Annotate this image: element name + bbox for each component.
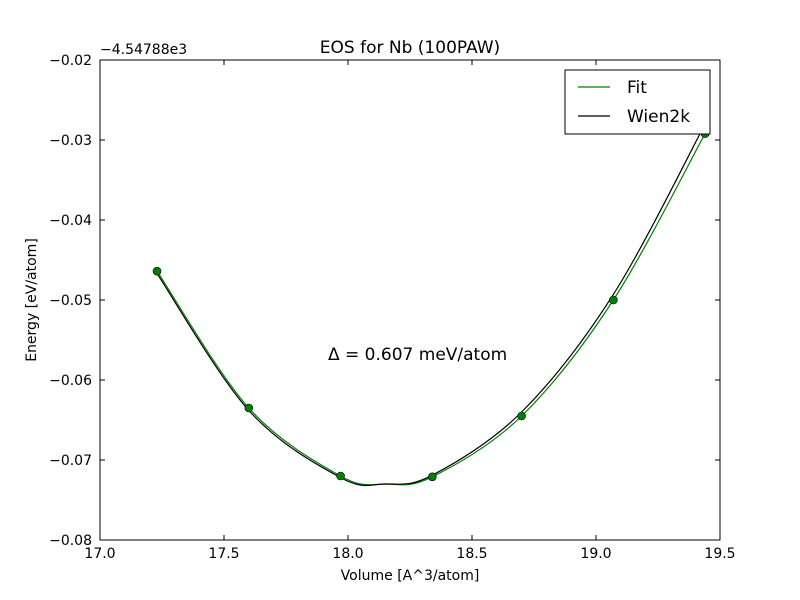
x-tick-label: 17.0: [84, 546, 115, 562]
data-point: [336, 471, 345, 481]
data-point: [244, 403, 254, 413]
data-point: [609, 295, 618, 305]
data-point: [152, 266, 162, 276]
x-tick-label: 18.5: [456, 546, 487, 562]
x-ticks: 17.0 17.5 18.0 18.5 19.0 19.5: [84, 60, 736, 562]
legend-fit-label: Fit: [627, 78, 647, 98]
data-point: [428, 472, 437, 482]
y-ticks: −0.08 −0.07 −0.06 −0.05 −0.04 −0.03 −0.02: [49, 53, 720, 549]
y-tick-label: −0.03: [49, 133, 92, 149]
y-tick-label: −0.04: [49, 213, 92, 229]
y-tick-label: −0.08: [49, 533, 92, 549]
y-tick-label: −0.07: [49, 453, 92, 469]
legend-wien2k-label: Wien2k: [627, 107, 690, 127]
y-tick-label: −0.02: [49, 53, 92, 69]
x-tick-label: 18.0: [332, 546, 363, 562]
data-point: [517, 411, 526, 421]
x-tick-label: 19.0: [580, 546, 611, 562]
x-tick-label: 17.5: [208, 546, 239, 562]
y-tick-label: −0.05: [49, 293, 92, 309]
legend-box: [564, 69, 711, 135]
legend: Fit Wien2k: [564, 69, 711, 135]
y-offset-label: −4.54788e3: [100, 42, 187, 58]
delta-annotation: Δ = 0.607 meV/atom: [328, 345, 507, 365]
y-axis-label: Energy [eV/atom]: [24, 238, 40, 362]
x-tick-label: 19.5: [704, 546, 735, 562]
y-tick-label: −0.06: [49, 373, 92, 389]
x-axis-label: Volume [A^3/atom]: [341, 568, 480, 584]
chart-title: EOS for Nb (100PAW): [320, 38, 500, 58]
